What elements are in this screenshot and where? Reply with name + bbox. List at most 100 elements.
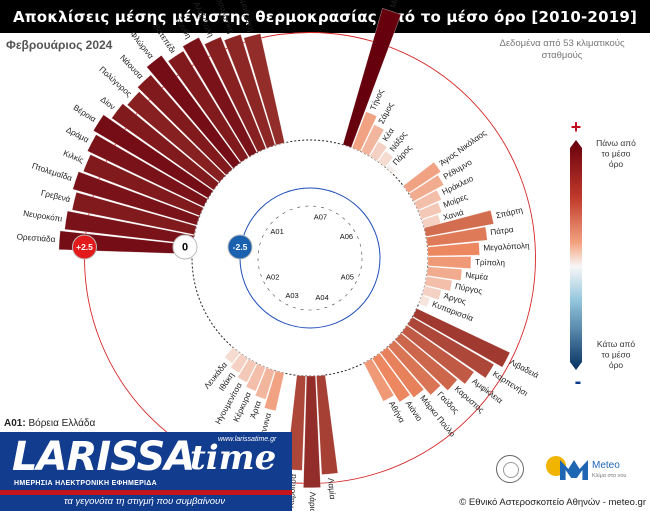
- bar-Αιάνιο: [372, 353, 411, 403]
- legend-gradient-bar: [570, 140, 582, 370]
- bar-Μοίρες: [418, 202, 442, 220]
- bar-Αλεξ/πολη: [204, 36, 267, 153]
- station-label: Βέροια: [72, 103, 98, 124]
- station-label: Λάρισα: [308, 492, 317, 511]
- bar-Κέρκυρα: [245, 363, 266, 392]
- bar-Λάρισα: [303, 375, 321, 488]
- scale-label-0: +2.5: [76, 242, 93, 252]
- bar-Ξάνθη: [182, 37, 258, 158]
- scale-marker-2: [227, 234, 253, 260]
- bar-Λευκάδα: [224, 347, 241, 364]
- bar-Κυπαρισσία: [418, 295, 431, 308]
- bar-Κέα: [369, 141, 388, 162]
- bar-Λιβαδειά: [412, 308, 511, 368]
- bar-Πύργος: [424, 276, 453, 292]
- logo-url: www.larissatime.gr: [218, 436, 277, 443]
- station-label: Κιλκίς: [62, 149, 85, 166]
- station-label: Τρίπολη: [475, 258, 506, 268]
- bar-Κιλκίς: [83, 154, 204, 217]
- station-label: Αλεξ/πολη: [192, 0, 216, 39]
- bar-Πολύγυρος: [127, 91, 226, 183]
- bar-Μήλος: [342, 8, 402, 148]
- station-label: Δράμα: [65, 125, 91, 144]
- station-label: Νεμέα: [465, 271, 489, 282]
- bar-Καρπενήσι: [407, 316, 495, 379]
- station-label: Ξάνθη: [174, 16, 193, 41]
- bar-Τήνος: [351, 111, 378, 152]
- bar-Μεγαλόπολη: [427, 242, 480, 257]
- region-label-A06: A06: [340, 232, 353, 241]
- scale-label-2: -2.5: [233, 242, 248, 252]
- data-note: Δεδομένα από 53 κλιματικούς σταθμούς: [499, 38, 625, 61]
- station-label: Μήλος: [388, 0, 404, 9]
- logo-red-stripe: [0, 490, 292, 495]
- station-label: Βατεπέδι: [152, 23, 178, 55]
- legend-below-label: Κάτω από: [597, 339, 635, 349]
- bar-Νάξος: [377, 150, 394, 168]
- bar-Ρέθυμνο: [408, 174, 444, 202]
- station-label: Φλώρινα: [128, 30, 155, 61]
- bar-Βέροια: [93, 114, 214, 199]
- bar-Αθήνα: [363, 358, 395, 402]
- station-label: Άρτα: [249, 399, 264, 419]
- region-label-A01: A01: [270, 227, 283, 236]
- legend-above-label: το μέσο: [602, 149, 631, 159]
- station-label: Νάουσα: [118, 53, 145, 81]
- bar-Ηγουμενίτσα: [237, 358, 257, 383]
- station-label: Νευροκόπι: [23, 209, 63, 224]
- station-label: Καρδίτσα: [287, 473, 299, 508]
- region-label-A03: A03: [285, 291, 298, 300]
- region-label-A02: A02: [266, 272, 279, 281]
- bar-Μάρκο Πούλο: [380, 346, 425, 398]
- bar-Γαύδος: [387, 340, 441, 396]
- bar-Δράμα: [87, 134, 208, 208]
- bar-Ηράκλειο: [413, 189, 442, 211]
- station-label: Πάτρα: [490, 225, 515, 237]
- bar-Βατεπέδι: [167, 50, 249, 163]
- legend-minus: -: [575, 371, 582, 393]
- meteo-name: Meteo: [592, 460, 620, 471]
- region-note: A01: Βόρεια Ελλάδα: [4, 418, 95, 429]
- region-note-name: Βόρεια Ελλάδα: [28, 418, 96, 429]
- zero-ring: [191, 139, 429, 377]
- station-label: Μεγαλόπολη: [483, 241, 530, 253]
- bar-Νεμέα: [426, 266, 463, 281]
- bar-Ιωάννινα: [264, 370, 285, 412]
- region-label-A04: A04: [315, 293, 328, 302]
- logo-word-time: time: [190, 438, 277, 478]
- region-label-A05: A05: [341, 272, 354, 281]
- bar-Λαμία: [316, 374, 339, 475]
- legend-plus: +: [571, 117, 582, 137]
- station-label: Λιβαδειά: [508, 358, 540, 381]
- bar-Άργος: [422, 285, 442, 301]
- bar-Φλώρινα: [146, 55, 241, 169]
- station-label: Πύργος: [454, 282, 483, 296]
- meteo-subtitle: Κλίμα στο νου: [592, 473, 627, 479]
- legend-above-label: όρο: [609, 159, 624, 169]
- bar-Θεσσαλονίκη: [223, 34, 276, 149]
- legend-above-label: Πάνω από: [596, 138, 636, 148]
- larissatime-logo[interactable]: LARISSA time www.larissatime.gr ΗΜΕΡΗΣΙΑ…: [0, 432, 292, 511]
- credit: © Εθνικό Αστεροσκοπείο Αθηνών - meteo.gr: [459, 497, 646, 508]
- scale-marker-1: [172, 234, 198, 260]
- station-label: Σαμοθράκη: [236, 0, 255, 33]
- bar-Πτολεμαΐδα: [72, 171, 200, 226]
- legend-below-label: το μέσο: [602, 350, 631, 360]
- bar-Ιθάκη: [230, 353, 249, 374]
- bar-Άρτα: [255, 367, 275, 400]
- scale-label-1: 0: [182, 241, 188, 253]
- legend-below-label: όρο: [609, 360, 624, 370]
- station-label: Σπάρτη: [495, 205, 524, 220]
- bar-Σάμος: [360, 124, 385, 157]
- month-label: Φεβρουάριος 2024: [6, 38, 113, 52]
- bar-Σπάρτη: [423, 210, 494, 237]
- bar-Καρυστος: [394, 332, 458, 391]
- observatory-seal-icon: [496, 455, 524, 483]
- bar-Άγιος Νικόλαος: [403, 161, 441, 194]
- region-label-A07: A07: [314, 212, 327, 221]
- bar-Γρεβενά: [71, 192, 197, 235]
- station-label: Πτολεμαΐδα: [31, 160, 74, 183]
- bar-Πάρος: [385, 164, 396, 174]
- logo-tagline: τα γεγονότα τη στιγμή που συμβαίνουν: [64, 496, 225, 507]
